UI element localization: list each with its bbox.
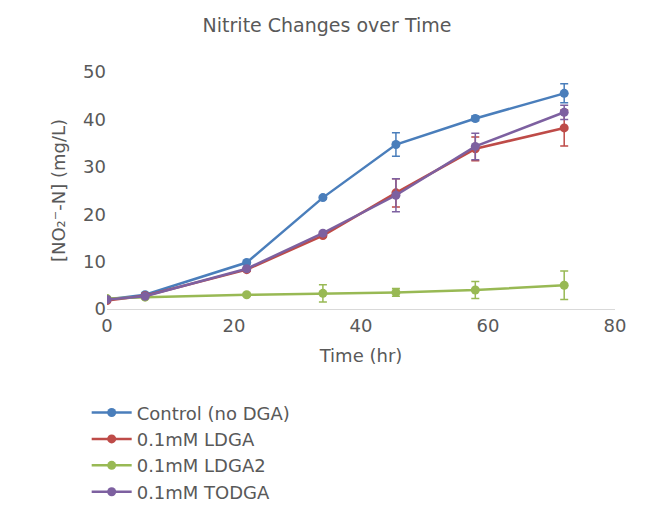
svg-text:60: 60 (477, 315, 500, 336)
svg-text:80: 80 (604, 315, 627, 336)
svg-text:Nitrite Changes over Time: Nitrite Changes over Time (203, 14, 452, 36)
svg-text:40: 40 (83, 109, 106, 130)
svg-text:20: 20 (223, 315, 246, 336)
svg-text:Control (no DGA): Control (no DGA) (137, 403, 290, 424)
svg-text:10: 10 (83, 251, 106, 272)
svg-text:0.1mM LDGA: 0.1mM LDGA (137, 429, 255, 450)
svg-text:20: 20 (83, 204, 106, 225)
svg-text:0.1mM LDGA2: 0.1mM LDGA2 (137, 455, 266, 476)
svg-text:50: 50 (83, 61, 106, 82)
svg-text:0.1mM TODGA: 0.1mM TODGA (137, 482, 270, 503)
svg-text:0: 0 (95, 298, 106, 319)
svg-text:30: 30 (83, 156, 106, 177)
svg-text:Time (hr): Time (hr) (319, 345, 403, 366)
svg-text:0: 0 (101, 315, 112, 336)
svg-text:[NO₂⁻-N] (mg/L): [NO₂⁻-N] (mg/L) (48, 119, 69, 262)
svg-text:40: 40 (350, 315, 373, 336)
